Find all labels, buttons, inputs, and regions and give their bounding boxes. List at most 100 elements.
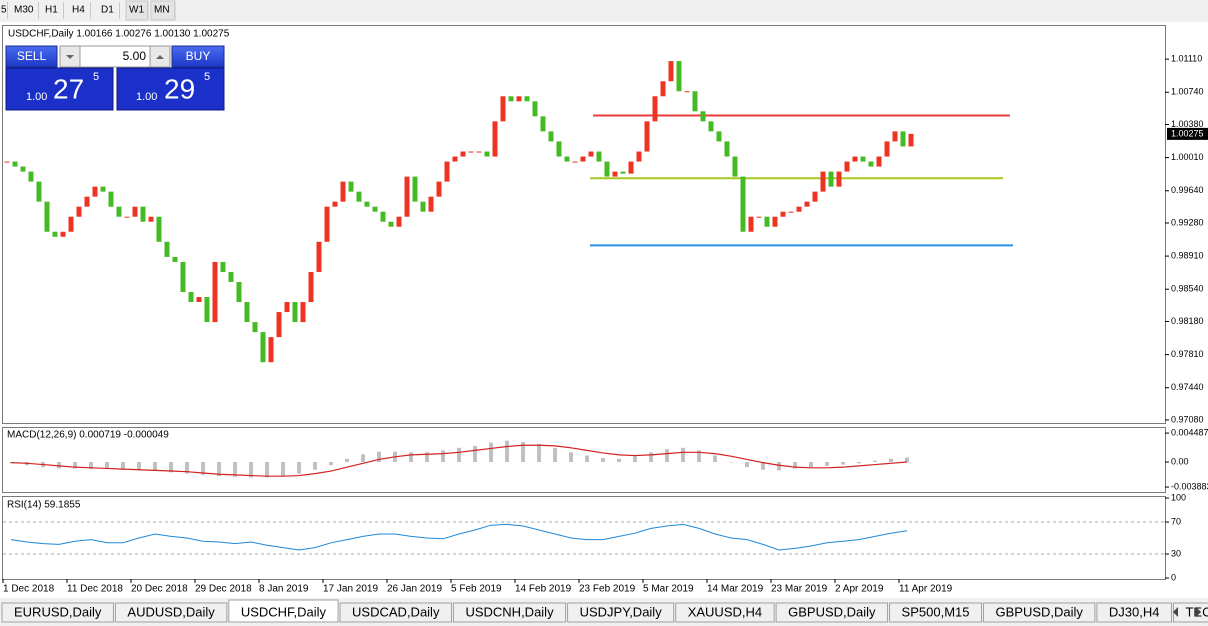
candle-body [588, 151, 594, 157]
candle-body [12, 161, 18, 167]
scroll-left-icon[interactable] [1173, 607, 1178, 617]
timeframe-button[interactable]: H1 [45, 5, 58, 16]
candle-body [892, 131, 898, 142]
timeframe-button[interactable]: MN [154, 5, 170, 16]
chart-tab-frame[interactable] [982, 602, 1096, 623]
chart-tab-frame[interactable] [675, 602, 775, 623]
chart-tab[interactable]: USDCNH,Daily [465, 604, 554, 619]
macd-histogram-bar [169, 462, 173, 473]
y-tick-label: 100 [1171, 492, 1186, 502]
chart-tab[interactable]: GBPUSD,Daily [788, 604, 876, 619]
candle-body [668, 61, 674, 82]
y-tick-label: 1.00380 [1171, 119, 1204, 129]
sell-button[interactable] [5, 45, 58, 68]
candle-body [644, 121, 650, 152]
chart-tab[interactable]: GBPUSD,Daily [995, 604, 1083, 619]
macd-pane [2, 427, 1166, 493]
candle-body [860, 156, 866, 162]
macd-histogram-bar [153, 462, 157, 472]
chart-tab[interactable]: EURUSD,Daily [14, 604, 102, 619]
candle-body [708, 121, 714, 132]
candle-body [316, 241, 322, 272]
candle-body [516, 96, 522, 102]
macd-histogram-bar [441, 450, 445, 462]
chart-tab[interactable]: USDCHF,Daily [241, 604, 327, 619]
candle-body [628, 161, 634, 174]
candle-body [268, 337, 274, 363]
candle-body [140, 206, 146, 222]
macd-histogram-bar [825, 462, 829, 466]
macd-histogram-bar [249, 462, 253, 478]
macd-histogram-bar [601, 458, 605, 462]
macd-histogram-bar [841, 462, 845, 465]
buy-label[interactable]: BUY [186, 49, 211, 63]
chart-tab[interactable]: SP500,M15 [902, 604, 970, 619]
candle-body [484, 151, 490, 157]
chart-tab[interactable]: USDCAD,Daily [352, 604, 440, 619]
scroll-right-icon[interactable] [1196, 607, 1201, 617]
chart-tab-frame[interactable] [114, 602, 228, 623]
timeframe-button[interactable]: D1 [101, 5, 114, 16]
candle-body [748, 216, 754, 232]
x-tick-label: 5 Mar 2019 [643, 584, 694, 595]
macd-histogram-bar [89, 462, 93, 470]
candle-body [396, 216, 402, 227]
y-tick-label: 0.98910 [1171, 250, 1204, 260]
candle-body [716, 131, 722, 142]
macd-histogram-bar [73, 462, 77, 469]
timeframe-button[interactable]: W1 [129, 5, 144, 16]
candle-body [540, 116, 546, 132]
x-tick-label: 1 Dec 2018 [3, 584, 55, 595]
candle-body [428, 196, 434, 212]
timeframe-button[interactable]: M30 [14, 5, 34, 16]
x-tick-label: 26 Jan 2019 [387, 584, 442, 595]
y-tick-label: 0.004487 [1171, 427, 1208, 437]
candle-body [572, 161, 578, 163]
macd-histogram-bar [665, 449, 669, 462]
candle-body [28, 171, 34, 182]
y-tick-label: 0.97440 [1171, 382, 1204, 392]
chart-tab-frame[interactable] [1, 602, 114, 623]
chart-tab[interactable]: DJ30,H4 [1109, 604, 1160, 619]
sell-label[interactable]: SELL [17, 49, 47, 63]
chart-tab-frame[interactable] [567, 602, 675, 623]
sell-price-box[interactable] [5, 67, 114, 111]
buy-button[interactable] [171, 45, 225, 68]
chart-tab-active[interactable] [228, 599, 339, 623]
chart-tab[interactable]: USDJPY,Daily [580, 604, 663, 619]
chart-tab-frame[interactable] [339, 602, 452, 623]
y-tick-label: 1.00010 [1171, 152, 1204, 162]
chart-header: USDCHF,Daily 1.00166 1.00276 1.00130 1.0… [8, 29, 230, 40]
candle-body [284, 302, 290, 313]
macd-histogram-bar [233, 462, 237, 477]
sell-price-prefix: 1.00 [26, 91, 47, 103]
candle-body [364, 201, 370, 207]
chart-tab-frame[interactable] [1096, 602, 1172, 623]
x-tick-label: 11 Dec 2018 [67, 584, 123, 595]
x-tick-label: 14 Feb 2019 [515, 584, 572, 595]
y-tick-label: 1.01110 [1171, 54, 1202, 64]
candle-body [620, 171, 626, 174]
buy-price-pips: 29 [164, 73, 195, 104]
chart-tab-frame[interactable] [775, 602, 889, 623]
buy-price-box[interactable] [116, 67, 225, 111]
x-tick-label: 23 Feb 2019 [579, 584, 636, 595]
chart-tab-frame[interactable] [1172, 602, 1208, 623]
candle-body [100, 186, 106, 192]
candle-body [772, 216, 778, 227]
candle-body [68, 216, 74, 232]
x-tick-label: 2 Apr 2019 [835, 584, 884, 595]
candle-body [196, 297, 202, 303]
timeframe-button[interactable]: H4 [72, 5, 85, 16]
candle-body [60, 231, 66, 237]
chart-tab[interactable]: XAUUSD,H4 [688, 604, 762, 619]
chart-tab[interactable]: AUDUSD,Daily [127, 604, 215, 619]
candle-body [220, 261, 226, 272]
timeframe-button[interactable]: 5 [1, 5, 7, 16]
candle-body [44, 201, 50, 232]
lot-value[interactable]: 5.00 [123, 49, 147, 63]
chart-tab-frame[interactable] [889, 602, 982, 623]
candle-body [276, 312, 282, 338]
chart-tab-frame[interactable] [452, 602, 567, 623]
macd-histogram-bar [265, 462, 269, 478]
